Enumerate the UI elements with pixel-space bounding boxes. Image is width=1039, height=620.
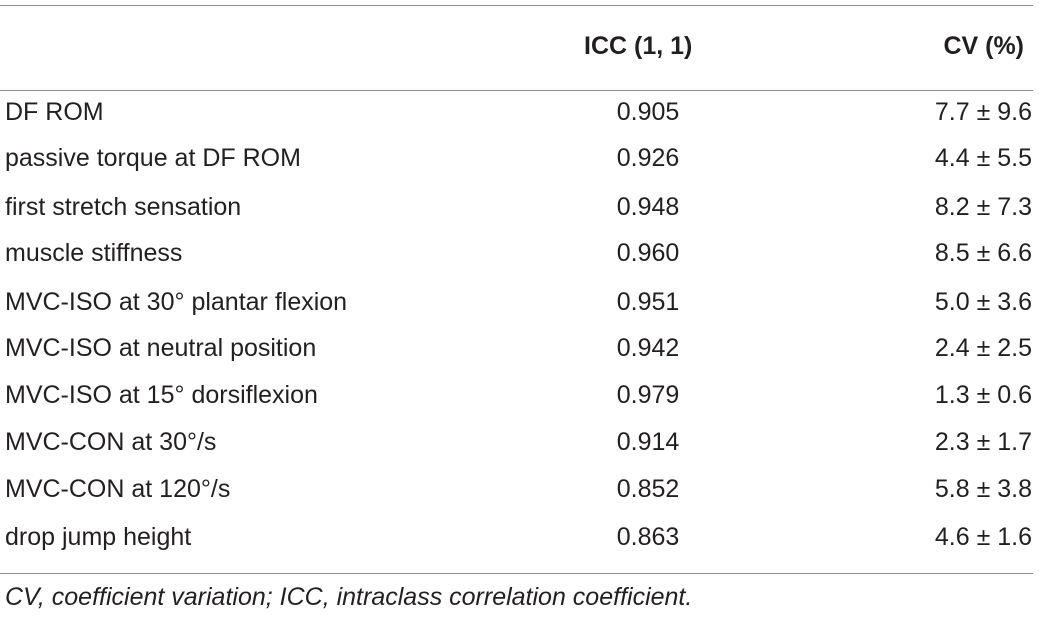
row-cv-value: 2.3 ± 1.7 — [934, 428, 1032, 456]
table-row: first stretch sensation 0.948 8.2 ± 7.3 — [0, 184, 1039, 230]
row-cv-value: 2.4 ± 2.5 — [934, 334, 1032, 362]
row-icc-value: 0.926 — [616, 144, 680, 172]
row-cv-value: 5.8 ± 3.8 — [934, 475, 1032, 503]
row-icc-value: 0.914 — [616, 428, 680, 456]
table-row: MVC-CON at 30°/s 0.914 2.3 ± 1.7 — [0, 419, 1039, 465]
row-cv-value: 8.2 ± 7.3 — [934, 193, 1032, 221]
table-row: muscle stiffness 0.960 8.5 ± 6.6 — [0, 230, 1039, 276]
row-label: passive torque at DF ROM — [5, 144, 301, 172]
table-row: MVC-CON at 120°/s 0.852 5.8 ± 3.8 — [0, 466, 1039, 512]
row-label: drop jump height — [5, 523, 192, 551]
table-row: passive torque at DF ROM 0.926 4.4 ± 5.5 — [0, 135, 1039, 181]
row-label: MVC-ISO at 15° dorsiflexion — [5, 381, 318, 409]
row-cv-value: 8.5 ± 6.6 — [934, 239, 1032, 267]
row-icc-value: 0.960 — [616, 239, 680, 267]
column-header-icc: ICC (1, 1) — [584, 32, 693, 60]
row-cv-value: 1.3 ± 0.6 — [934, 381, 1032, 409]
table-row: MVC-ISO at 15° dorsiflexion 0.979 1.3 ± … — [0, 372, 1039, 418]
row-icc-value: 0.863 — [616, 523, 680, 551]
row-icc-value: 0.905 — [616, 98, 680, 126]
row-icc-value: 0.951 — [616, 288, 680, 316]
row-icc-value: 0.948 — [616, 193, 680, 221]
row-label: MVC-ISO at neutral position — [5, 334, 317, 362]
table-bottom-rule — [0, 573, 1033, 574]
table-top-rule — [0, 5, 1033, 6]
table-row: MVC-ISO at 30° plantar flexion 0.951 5.0… — [0, 279, 1039, 325]
row-label: first stretch sensation — [5, 193, 242, 221]
table-header-rule — [0, 90, 1033, 91]
row-label: MVC-CON at 30°/s — [5, 428, 217, 456]
row-cv-value: 7.7 ± 9.6 — [934, 98, 1032, 126]
row-icc-value: 0.979 — [616, 381, 680, 409]
table-footnote: CV, coefficient variation; ICC, intracla… — [5, 583, 693, 611]
row-label: muscle stiffness — [5, 239, 183, 267]
row-icc-value: 0.942 — [616, 334, 680, 362]
row-icc-value: 0.852 — [616, 475, 680, 503]
row-cv-value: 4.4 ± 5.5 — [934, 144, 1032, 172]
row-cv-value: 5.0 ± 3.6 — [934, 288, 1032, 316]
table-row: drop jump height 0.863 4.6 ± 1.6 — [0, 514, 1039, 560]
row-cv-value: 4.6 ± 1.6 — [934, 523, 1032, 551]
row-label: MVC-CON at 120°/s — [5, 475, 231, 503]
row-label: DF ROM — [5, 98, 104, 126]
table-row: MVC-ISO at neutral position 0.942 2.4 ± … — [0, 325, 1039, 371]
row-label: MVC-ISO at 30° plantar flexion — [5, 288, 348, 316]
column-header-cv: CV (%) — [943, 32, 1024, 60]
table-row: DF ROM 0.905 7.7 ± 9.6 — [0, 89, 1039, 135]
